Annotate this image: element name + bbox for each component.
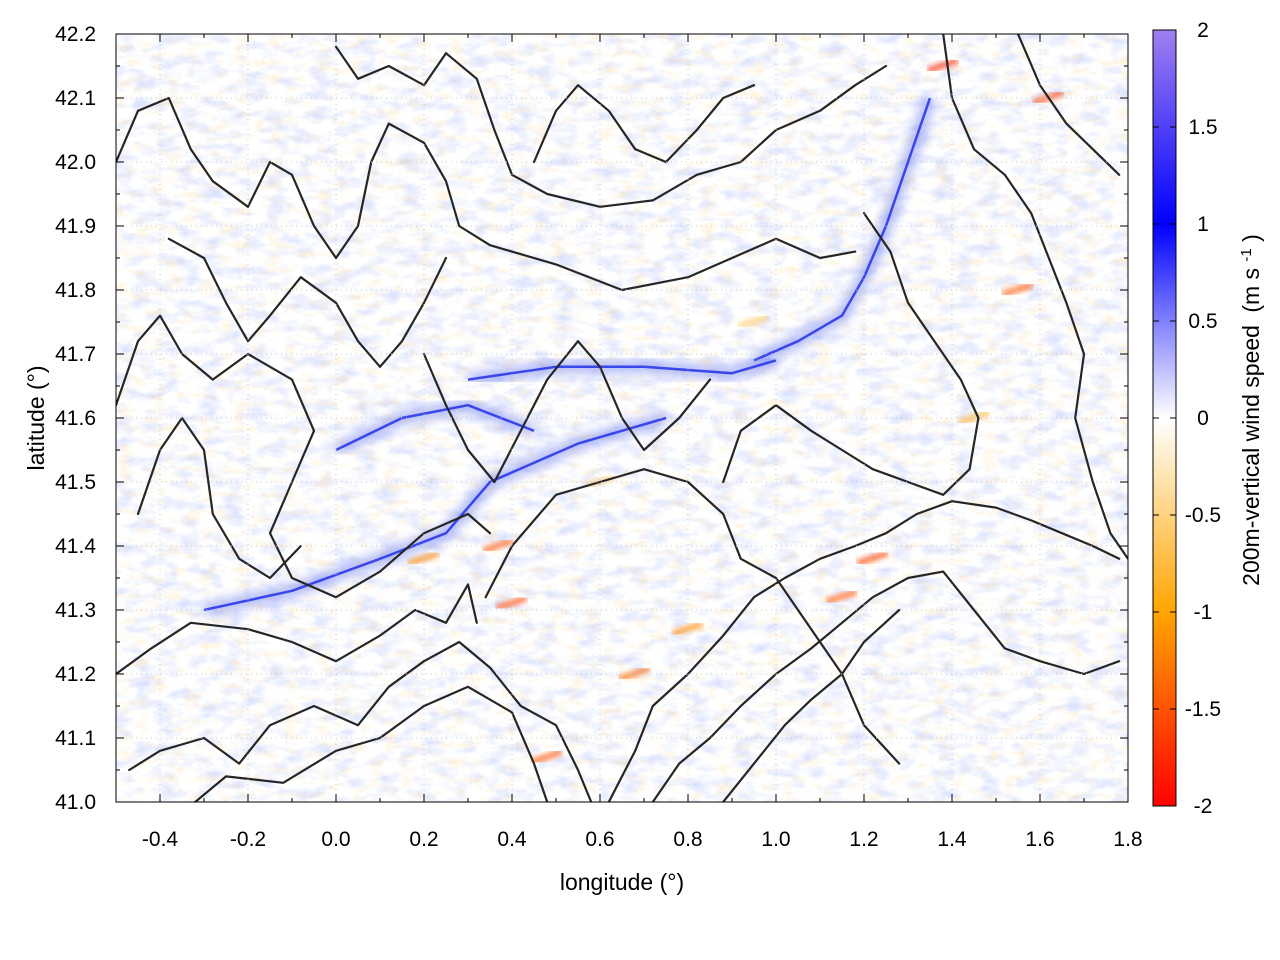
terrain-contour-2: [116, 314, 492, 599]
x-tick-label: 0.0: [321, 828, 350, 851]
downdraft-spot-7: [530, 749, 563, 764]
colorbar-tick-label: -0.5: [1185, 504, 1221, 527]
terrain-contour-3: [116, 583, 478, 676]
downdraft-spot-10: [825, 589, 858, 604]
x-tick-label: 0.2: [409, 828, 438, 851]
axes: -0.4 -0.2 0.0 0.2 0.4 0.6 0.8 1.0 1.2 1.4 1.6 1.8 41…: [55, 23, 1142, 851]
downdraft-spot-8: [618, 666, 651, 681]
x-tick-label: 1.4: [937, 828, 967, 851]
y-tick-label: 41.5: [55, 471, 96, 494]
downdraft-spot-9: [671, 621, 704, 636]
colorbar-label-text: 200m-vertical wind speed: [1238, 325, 1264, 586]
x-tick-label: -0.4: [142, 828, 179, 851]
downdraft-spot-3: [856, 551, 889, 566]
y-tick-label: 41.2: [55, 663, 96, 686]
x-tick-label: 1.6: [1025, 828, 1054, 851]
y-tick-label: 41.4: [55, 535, 96, 558]
colorbar-tick-label: -1.5: [1185, 698, 1221, 721]
terrain-contour-10: [722, 212, 980, 496]
updraft-line-0: [753, 97, 932, 362]
y-tick-label: 41.6: [55, 407, 96, 430]
downdraft-spot-0: [926, 58, 959, 73]
y-tick-label: 42.0: [55, 151, 96, 174]
terrain-contour-12: [1016, 34, 1121, 176]
terrain-contour-16: [532, 84, 756, 164]
colorbar: 2 1.5 1 0.5 0 -0.5 -1 -1.5 -2: [1152, 19, 1221, 818]
downdraft-spot-5: [495, 596, 528, 611]
x-tick-label: 0.4: [497, 828, 527, 851]
y-tick-label: 42.2: [55, 23, 96, 46]
terrain-contour-6: [484, 468, 901, 765]
colorbar-unit-prefix: (m s: [1238, 268, 1264, 313]
downdraft-spot-11: [737, 314, 770, 329]
colorbar-tick-label: -1: [1194, 601, 1213, 624]
terrain-contour-4: [128, 640, 593, 802]
updraft-line-2: [203, 416, 667, 612]
terrain-contour-11: [942, 34, 1128, 560]
downdraft-spot-2: [1001, 282, 1034, 297]
colorbar-unit-exponent: -1: [1238, 248, 1255, 261]
y-tick-label: 41.7: [55, 343, 96, 366]
colorbar-tick-label: 1: [1197, 213, 1209, 236]
downdraft-spot-12: [957, 410, 990, 425]
colorbar-tick-label: 2: [1197, 19, 1209, 42]
terrain-contour-15: [136, 416, 302, 580]
y-tick-label: 41.3: [55, 599, 96, 622]
x-tick-label: 1.0: [761, 828, 790, 851]
y-tick-label: 41.1: [55, 727, 96, 750]
x-tick-label: 0.6: [585, 828, 614, 851]
terrain-contour-1: [334, 45, 888, 208]
x-tick-label: 1.2: [849, 828, 878, 851]
terrain-contour-5: [194, 685, 549, 802]
downdraft-spot-6: [407, 551, 440, 566]
colorbar-tick-label: 0: [1197, 407, 1209, 430]
y-tick-label: 41.8: [55, 279, 96, 302]
x-tick-label: 1.8: [1113, 828, 1142, 851]
x-tick-label: -0.2: [230, 828, 266, 851]
terrain-contour-9: [722, 608, 901, 802]
x-axis-label: longitude (°): [560, 869, 684, 895]
y-tick-label: 41.9: [55, 215, 96, 238]
colorbar-tick-label: 1.5: [1188, 116, 1217, 139]
updraft-line-1: [467, 359, 777, 381]
terrain-contour-14: [167, 237, 448, 368]
y-tick-label: 41.0: [55, 791, 96, 814]
colorbar-tick-label: 0.5: [1188, 310, 1217, 333]
colorbar-tick-label: -2: [1194, 795, 1213, 818]
colorbar-unit-suffix: ): [1238, 234, 1264, 242]
y-tick-label: 42.1: [55, 87, 96, 110]
terrain-contour-0: [116, 96, 857, 292]
terrain-contours: [116, 34, 1128, 802]
x-tick-label: 0.8: [673, 828, 702, 851]
colorbar-label: 200m-vertical wind speed (m s -1 ): [1238, 234, 1265, 586]
downdraft-spot-4: [482, 538, 515, 553]
y-axis-label: latitude (°): [23, 365, 49, 470]
terrain-contour-8: [651, 570, 1121, 802]
terrain-contour-13: [422, 340, 712, 484]
terrain-contour-7: [607, 500, 1121, 802]
